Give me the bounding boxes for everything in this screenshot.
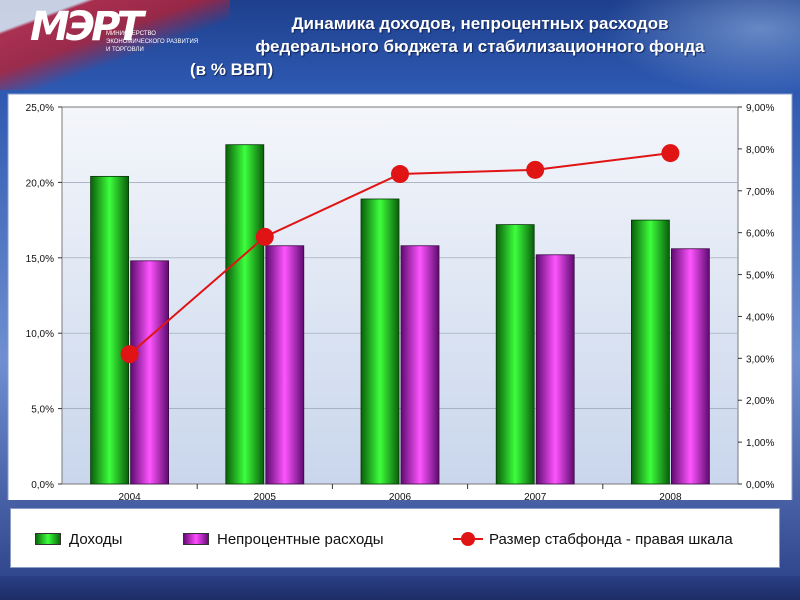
left-tick-label: 5,0% xyxy=(31,405,54,416)
left-tick-label: 10,0% xyxy=(26,329,54,340)
legend-swatch-expense xyxy=(183,533,209,545)
bar-income xyxy=(225,144,265,485)
right-tick-label: 9,00% xyxy=(746,103,774,114)
title-line-3: (в % ВВП) xyxy=(190,60,274,79)
bar-expense xyxy=(130,260,170,485)
ministry-logo: МЭРТ xyxy=(30,4,144,50)
left-tick-label: 20,0% xyxy=(26,178,54,189)
fund-point xyxy=(120,345,139,364)
combo-chart: 0,0% 5,0% 10,0% 15,0% 20,0% 25,0% 0,00% 1,00% 2,… xyxy=(7,93,793,500)
legend-swatch-income xyxy=(35,533,61,545)
chart-title: Динамика доходов, непроцентных расходов … xyxy=(190,12,770,81)
right-tick-label: 5,00% xyxy=(746,271,774,282)
x-tick-label: 2004 xyxy=(118,492,141,500)
ministry-logo-caption: министерство экономического развития и т… xyxy=(106,31,199,53)
chart-area: 0,0% 5,0% 10,0% 15,0% 20,0% 25,0% 0,00% 1,00% 2,… xyxy=(0,90,800,500)
x-tick-label: 2006 xyxy=(389,492,412,500)
fund-point xyxy=(391,165,409,184)
title-line-1: Динамика доходов, непроцентных расходов xyxy=(291,14,669,33)
bar-income xyxy=(495,224,535,485)
bar-income xyxy=(360,198,400,485)
flag-decoration xyxy=(0,0,230,90)
legend-label-income: Доходы xyxy=(69,530,123,548)
left-tick-label: 25,0% xyxy=(26,103,54,114)
right-tick-label: 4,00% xyxy=(746,312,774,323)
x-tick-label: 2005 xyxy=(254,492,277,500)
bar-expense xyxy=(265,245,305,485)
fund-point xyxy=(255,227,274,246)
bar-expense xyxy=(671,248,710,485)
bar-income xyxy=(90,175,129,485)
right-tick-label: 0,00% xyxy=(746,480,774,491)
right-tick-label: 6,00% xyxy=(746,229,774,240)
slide-header: МЭРТ министерство экономического развити… xyxy=(0,0,800,95)
right-tick-label: 3,00% xyxy=(746,354,774,365)
x-tick-label: 2007 xyxy=(524,492,547,500)
right-tick-label: 8,00% xyxy=(746,145,774,156)
x-tick-label: 2008 xyxy=(659,492,682,500)
right-tick-label: 1,00% xyxy=(746,438,774,449)
footer-bar xyxy=(0,576,800,600)
legend-item-income: Доходы xyxy=(35,530,123,548)
legend-label-fund: Размер стабфонда - правая шкала xyxy=(489,530,733,548)
left-tick-label: 15,0% xyxy=(26,254,54,265)
legend-label-expense: Непроцентные расходы xyxy=(217,530,384,548)
chart-legend: Доходы Непроцентные расходы Размер стабф… xyxy=(10,508,780,568)
bar-expense xyxy=(535,254,575,485)
left-tick-label: 0,0% xyxy=(31,480,54,491)
title-line-2: федерального бюджета и стабилизационного… xyxy=(255,37,705,56)
legend-swatch-fund xyxy=(453,532,483,546)
globe-decoration xyxy=(600,0,800,95)
bar-income xyxy=(631,219,670,485)
right-tick-label: 7,00% xyxy=(746,187,774,198)
right-tick-label: 2,00% xyxy=(746,396,774,407)
bar-expense xyxy=(400,245,440,485)
fund-point xyxy=(661,144,680,163)
legend-item-expense: Непроцентные расходы xyxy=(183,530,384,548)
legend-item-fund: Размер стабфонда - правая шкала xyxy=(453,530,733,548)
fund-point xyxy=(526,160,545,179)
